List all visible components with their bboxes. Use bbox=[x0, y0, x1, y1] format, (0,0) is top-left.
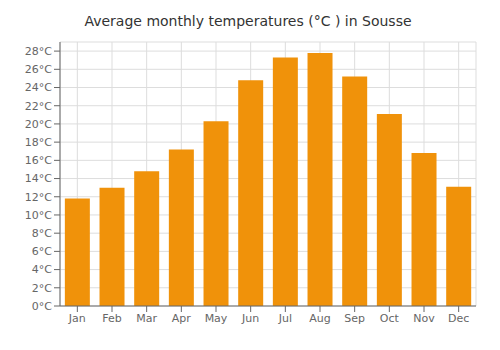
svg-text:6°C: 6°C bbox=[32, 245, 52, 258]
svg-text:14°C: 14°C bbox=[25, 172, 52, 185]
svg-text:8°C: 8°C bbox=[32, 227, 52, 240]
svg-text:2°C: 2°C bbox=[32, 282, 52, 295]
svg-text:18°C: 18°C bbox=[25, 136, 52, 149]
svg-text:Nov: Nov bbox=[413, 312, 435, 325]
svg-text:Feb: Feb bbox=[102, 312, 121, 325]
svg-text:Jan: Jan bbox=[68, 312, 86, 325]
svg-text:26°C: 26°C bbox=[25, 63, 52, 76]
svg-text:Sep: Sep bbox=[344, 312, 365, 325]
svg-text:Apr: Apr bbox=[172, 312, 192, 325]
svg-text:Jul: Jul bbox=[278, 312, 292, 325]
svg-text:Dec: Dec bbox=[448, 312, 469, 325]
svg-text:Jun: Jun bbox=[241, 312, 259, 325]
svg-text:10°C: 10°C bbox=[25, 209, 52, 222]
svg-text:28°C: 28°C bbox=[25, 45, 52, 58]
svg-text:20°C: 20°C bbox=[25, 118, 52, 131]
svg-text:Oct: Oct bbox=[380, 312, 400, 325]
svg-text:Aug: Aug bbox=[309, 312, 330, 325]
svg-text:May: May bbox=[205, 312, 228, 325]
svg-text:0°C: 0°C bbox=[32, 300, 52, 313]
svg-text:12°C: 12°C bbox=[25, 191, 52, 204]
svg-text:22°C: 22°C bbox=[25, 100, 52, 113]
svg-text:16°C: 16°C bbox=[25, 154, 52, 167]
svg-text:4°C: 4°C bbox=[32, 263, 52, 276]
html-text:Average monthly temperatures (: Average monthly temperatures (°C ) in So… bbox=[84, 13, 412, 29]
svg-text:24°C: 24°C bbox=[25, 81, 52, 94]
svg-text:Mar: Mar bbox=[136, 312, 157, 325]
